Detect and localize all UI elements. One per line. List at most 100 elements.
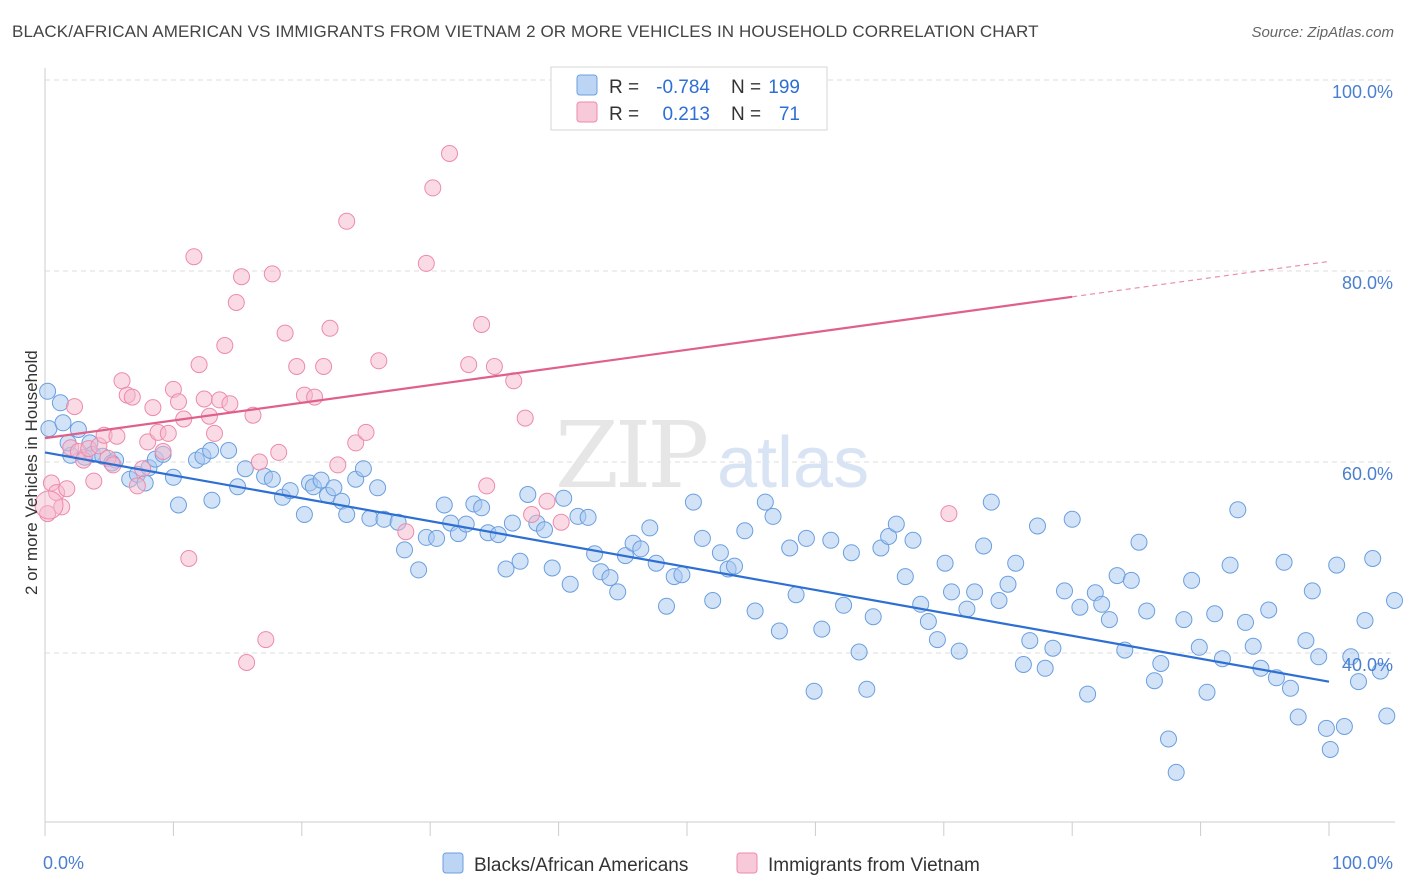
point-vietnam <box>159 424 177 442</box>
chart-title: BLACK/AFRICAN AMERICAN VS IMMIGRANTS FRO… <box>12 22 1039 41</box>
point-vietnam <box>227 294 245 311</box>
point-blacks <box>428 529 446 547</box>
point-blacks <box>1310 648 1328 666</box>
point-vietnam <box>473 316 491 333</box>
point-blacks <box>1350 673 1367 691</box>
point-vietnam <box>523 506 541 523</box>
watermark: ZIP atlas <box>555 402 869 509</box>
point-blacks <box>1130 533 1148 551</box>
bottom-legend-swatch-blue <box>442 852 464 874</box>
point-blacks <box>1108 567 1126 585</box>
point-blacks <box>1071 598 1089 616</box>
point-blacks <box>435 496 453 514</box>
point-blacks <box>40 420 58 438</box>
series-vietnam-points <box>34 145 958 671</box>
trendline-blacks <box>44 451 1330 683</box>
point-vietnam <box>329 456 347 474</box>
point-blacks <box>1282 679 1299 697</box>
point-blacks <box>1100 611 1118 629</box>
point-blacks <box>1260 601 1278 619</box>
y-tick-label: 60.0% <box>1342 464 1393 484</box>
point-blacks <box>770 622 788 640</box>
point-blacks <box>864 608 882 626</box>
point-blacks <box>1167 763 1185 781</box>
point-blacks <box>746 602 764 620</box>
point-blacks <box>1063 510 1081 528</box>
axes <box>44 68 1395 836</box>
point-blacks <box>586 545 604 563</box>
point-blacks <box>1198 683 1216 701</box>
point-blacks <box>632 540 650 558</box>
legend-r-label: R = <box>609 104 639 125</box>
point-blacks <box>787 586 805 604</box>
point-vietnam <box>206 424 223 442</box>
legend-n-label: N = <box>731 104 761 125</box>
point-vietnam <box>552 513 570 531</box>
bottom-legend-label-blue: Blacks/African Americans <box>474 855 688 876</box>
legend-r-value-pink: 0.213 <box>662 104 710 125</box>
point-blacks <box>1206 605 1224 623</box>
legend-n-value-pink: 71 <box>779 104 800 125</box>
point-blacks <box>950 642 968 660</box>
point-blacks <box>1371 662 1389 680</box>
point-blacks <box>1321 741 1339 758</box>
point-blacks <box>822 531 840 549</box>
y-tick-label: 80.0% <box>1342 273 1393 293</box>
point-vietnam <box>338 212 356 230</box>
point-blacks <box>1244 637 1262 655</box>
legend-swatch-pink <box>576 101 598 123</box>
point-blacks <box>842 544 860 562</box>
point-blacks <box>936 554 954 572</box>
point-blacks <box>1190 638 1208 656</box>
series-legend: Blacks/African Americans Immigrants from… <box>442 852 980 876</box>
legend-swatch-blue <box>576 74 598 96</box>
point-blacks <box>896 568 914 586</box>
point-blacks <box>1183 571 1201 589</box>
point-blacks <box>220 442 238 459</box>
point-blacks <box>1237 613 1254 631</box>
point-vietnam <box>144 399 162 417</box>
point-vietnam <box>108 427 126 445</box>
point-blacks <box>1056 582 1073 600</box>
point-vietnam <box>424 179 442 197</box>
point-vietnam <box>263 265 281 283</box>
point-blacks <box>887 515 905 533</box>
point-vietnam <box>34 490 64 520</box>
point-blacks <box>312 471 330 489</box>
point-blacks <box>338 506 356 523</box>
point-blacks <box>736 522 754 540</box>
point-blacks <box>982 493 1000 511</box>
point-blacks <box>369 479 387 497</box>
point-blacks <box>497 560 515 578</box>
point-vietnam <box>58 480 76 498</box>
point-blacks <box>880 528 898 545</box>
point-blacks <box>943 583 960 601</box>
point-blacks <box>295 506 313 523</box>
point-blacks <box>1364 550 1382 567</box>
point-blacks <box>519 486 537 503</box>
point-blacks <box>555 489 573 507</box>
point-blacks <box>1289 708 1307 726</box>
legend-n-value-blue: 199 <box>768 77 800 98</box>
point-vietnam <box>190 356 208 374</box>
point-vietnam <box>113 372 131 390</box>
point-blacks <box>1152 655 1170 672</box>
point-blacks <box>1328 556 1346 574</box>
point-blacks <box>858 680 876 698</box>
point-blacks <box>919 613 937 630</box>
point-vietnam <box>244 406 262 424</box>
point-vietnam <box>516 409 534 427</box>
point-blacks <box>1093 595 1111 613</box>
point-blacks <box>641 519 659 537</box>
point-blacks <box>756 493 774 511</box>
source-label: Source: ZipAtlas.com <box>1251 24 1394 41</box>
point-blacks <box>1036 659 1054 677</box>
point-blacks <box>850 643 868 661</box>
point-blacks <box>609 583 627 601</box>
point-vietnam <box>270 443 288 461</box>
point-blacks <box>1160 730 1177 748</box>
point-vietnam <box>216 337 234 354</box>
point-blacks <box>1029 517 1046 535</box>
series-blacks-points <box>39 382 1403 781</box>
